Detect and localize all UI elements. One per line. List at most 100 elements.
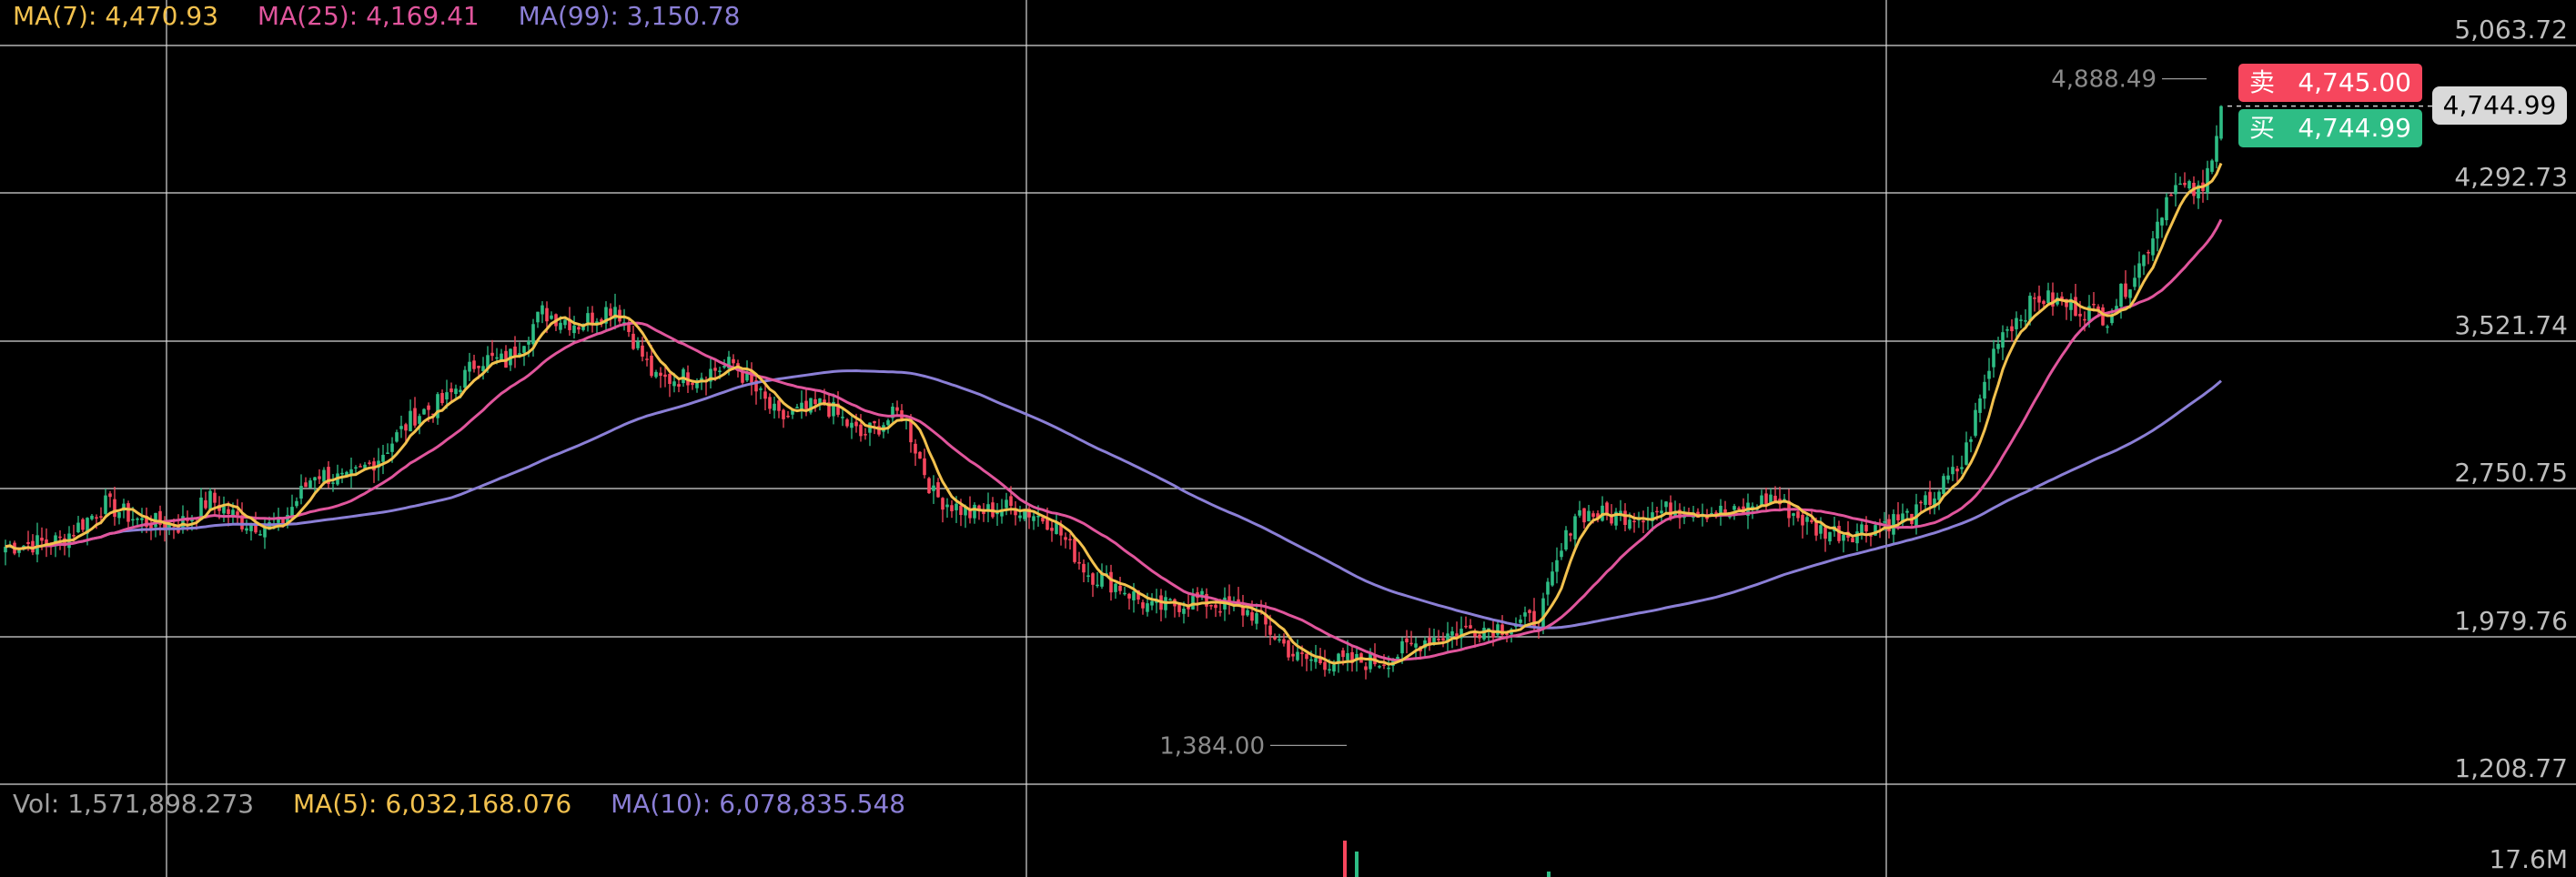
candle-body xyxy=(1141,602,1145,609)
candle-body xyxy=(377,460,380,469)
candle-body xyxy=(95,517,98,519)
candle-body xyxy=(891,406,894,418)
candle-body xyxy=(2187,181,2191,189)
candle-body xyxy=(2019,319,2023,321)
volume-legend: Vol: 1,571,898.273 MA(5): 6,032,168.076 … xyxy=(13,788,936,821)
candle-body xyxy=(45,539,48,545)
candle-body xyxy=(290,507,294,519)
candle-body xyxy=(1437,638,1440,640)
candle-body xyxy=(1005,499,1008,509)
candle-body xyxy=(1974,409,1977,436)
candle-body xyxy=(1109,571,1113,593)
candle-body xyxy=(1077,561,1081,564)
candle-body xyxy=(126,503,130,522)
vol-ma5-legend: MA(5): 6,032,168.076 xyxy=(293,789,572,819)
candle-body xyxy=(295,500,298,507)
candle-body xyxy=(1619,510,1622,515)
candle-body xyxy=(1569,533,1572,536)
candle-body xyxy=(1355,653,1359,660)
candle-body xyxy=(1523,612,1527,617)
candle-body xyxy=(2160,217,2164,226)
candle-body xyxy=(827,402,831,418)
candle-body xyxy=(26,541,30,544)
candle-body xyxy=(277,518,280,523)
volume-tick: 17.6M xyxy=(2489,844,2568,874)
candle-body xyxy=(386,452,389,454)
candle-body xyxy=(363,464,367,469)
candle-body xyxy=(586,313,590,323)
candle-body xyxy=(1805,517,1809,522)
candle-body xyxy=(1723,509,1727,514)
candle-body xyxy=(1309,659,1313,661)
candle-body xyxy=(709,368,712,382)
candle-body xyxy=(40,538,44,541)
candle-body xyxy=(2147,252,2150,254)
candle-body xyxy=(1150,600,1154,606)
candle-body xyxy=(1200,590,1204,595)
candle-body xyxy=(923,458,926,476)
candle-body xyxy=(559,322,562,330)
candle-body xyxy=(1273,637,1277,640)
candle-body xyxy=(131,519,135,521)
candle-body xyxy=(81,519,85,530)
candle-body xyxy=(695,381,699,388)
candle-body xyxy=(895,407,899,411)
candle-body xyxy=(654,371,658,378)
candle-body xyxy=(645,358,649,360)
candle-body xyxy=(345,471,349,477)
candle-body xyxy=(1086,575,1090,577)
candle-body xyxy=(17,549,21,553)
candle-body xyxy=(768,397,772,409)
candle-body xyxy=(2137,263,2141,278)
candle-body xyxy=(2092,303,2096,306)
candle-body xyxy=(2001,332,2005,348)
candle-body xyxy=(581,326,585,330)
candle-body xyxy=(1528,610,1531,613)
candle-body xyxy=(1478,634,1481,639)
candle-body xyxy=(231,509,235,517)
candle-body xyxy=(591,312,594,325)
candle-body xyxy=(1660,510,1663,514)
candle-body xyxy=(1760,495,1763,507)
candle-body xyxy=(2106,326,2109,328)
candle-body xyxy=(90,515,94,519)
candle-body xyxy=(1469,625,1472,629)
candle-body xyxy=(2042,300,2046,305)
candle-body xyxy=(2124,283,2127,297)
candle-body xyxy=(1491,630,1495,638)
candle-body xyxy=(1059,524,1063,536)
candle-body xyxy=(72,535,76,537)
candle-body xyxy=(1073,539,1076,562)
candle-body xyxy=(1673,512,1677,518)
high-low-annotations: 4,888.49 1,384.00 xyxy=(1159,66,2207,760)
candle-body xyxy=(1664,501,1668,508)
candle-body xyxy=(308,480,312,489)
candle-body xyxy=(691,382,694,386)
candle-body xyxy=(2210,160,2214,172)
candle-body xyxy=(1605,502,1609,514)
buy-price-badge[interactable]: 买 4,744.99 xyxy=(2238,109,2422,147)
candle-body xyxy=(809,398,813,413)
candle-body xyxy=(1300,652,1304,654)
candle-body xyxy=(349,469,353,475)
buy-price: 4,744.99 xyxy=(2298,113,2411,143)
ma25-label: MA(25) xyxy=(257,1,349,31)
candle-body xyxy=(977,505,981,511)
candle-body xyxy=(877,426,881,435)
candle-body xyxy=(459,389,462,392)
candle-body xyxy=(1564,529,1568,549)
sell-price-badge[interactable]: 卖 4,745.00 xyxy=(2238,64,2422,102)
candle-body xyxy=(1032,516,1035,521)
candle-body xyxy=(1582,508,1586,523)
candle-body xyxy=(1732,506,1736,510)
candle-body xyxy=(1896,514,1900,520)
candle-body xyxy=(568,318,571,330)
candle-body xyxy=(1737,508,1741,509)
candle-body xyxy=(1801,514,1804,526)
candle-body xyxy=(359,466,362,468)
candle-body xyxy=(1009,496,1013,507)
candle-body xyxy=(1218,610,1222,613)
candle-body xyxy=(800,402,803,409)
candle-body xyxy=(1409,642,1413,645)
candle-body xyxy=(859,424,863,437)
